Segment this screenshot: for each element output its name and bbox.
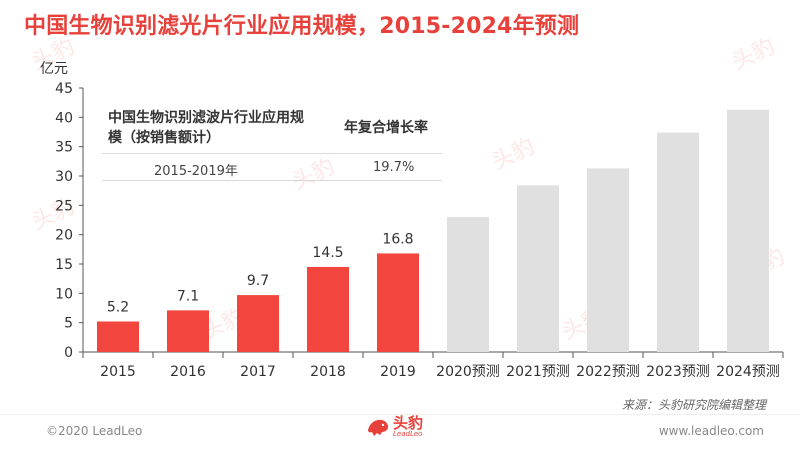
forecast-bar (587, 168, 629, 352)
actual-bar (307, 266, 349, 352)
y-tick-label: 10 (55, 286, 73, 302)
x-tick-label: 2017 (240, 364, 276, 380)
y-tick-label: 15 (55, 257, 73, 273)
actual-bar (377, 253, 419, 352)
actual-bar (237, 295, 279, 352)
x-tick-label: 2022预测 (576, 364, 640, 380)
leopard-icon (368, 419, 388, 436)
forecast-bar (727, 109, 769, 352)
bar-chart: 0 5 10 15 20 25 30 35 40 45 5.2 2015 7.1 2016 9.7 2017 1… (55, 81, 784, 380)
y-tick-label: 40 (55, 110, 73, 126)
data-label: 9.7 (247, 273, 269, 289)
forecast-bar (657, 132, 699, 352)
y-tick-label: 30 (55, 169, 73, 185)
cagr-col1-value: 2015-2019年 (154, 164, 238, 179)
x-tick-label: 2020预测 (436, 364, 500, 380)
watermark-icon: 头豹 (730, 34, 779, 70)
y-tick-label: 5 (64, 316, 73, 332)
x-tick-label: 2015 (100, 364, 136, 380)
cagr-col2-header: 年复合增长率 (344, 120, 428, 136)
copyright: ©2020 LeadLeo (46, 424, 143, 438)
data-label: 16.8 (382, 231, 413, 247)
cagr-col1-header: 中国生物识别滤波片行业应用规模（按销售额计） (108, 110, 304, 146)
logo-subtext: LeadLeo (393, 430, 423, 438)
x-tick-label: 2019 (380, 364, 416, 380)
source-note: 来源：头豹研究院编辑整理 (621, 398, 766, 412)
data-label: 14.5 (312, 245, 343, 261)
x-tick-label: 2023预测 (646, 364, 710, 380)
watermark-icon: 头豹 (490, 134, 539, 170)
watermark-icon: 头豹 (30, 34, 79, 70)
cagr-col2-value: 19.7% (373, 160, 415, 175)
y-tick-label: 45 (55, 81, 73, 97)
x-tick-label: 2016 (170, 364, 206, 380)
forecast-bar (447, 217, 489, 352)
y-tick-label: 35 (55, 140, 73, 156)
logo-text: 头豹 (393, 414, 424, 432)
actual-bar (167, 310, 209, 352)
logo: 头豹 LeadLeo (366, 416, 423, 438)
data-label: 7.1 (177, 288, 199, 304)
x-tick-label: 2021预测 (506, 364, 570, 380)
x-tick-label: 2018 (310, 364, 346, 380)
forecast-bar (517, 185, 559, 352)
actual-bar (97, 321, 139, 352)
footer-divider (0, 414, 800, 415)
data-label: 5.2 (107, 299, 129, 315)
cagr-divider (102, 153, 442, 154)
y-tick-label: 25 (55, 198, 73, 214)
y-tick-label: 0 (64, 345, 73, 361)
page-title: 中国生物识别滤光片行业应用规模，2015-2024年预测 (24, 14, 580, 39)
watermark-icon: 头豹 (30, 194, 79, 230)
y-axis-unit: 亿元 (40, 61, 68, 77)
watermark-icon: 头豹 (290, 154, 339, 190)
y-tick-label: 20 (55, 228, 73, 244)
website-link[interactable]: www.leadleo.com (658, 424, 764, 438)
x-tick-label: 2024预测 (716, 364, 780, 380)
cagr-divider (102, 180, 442, 181)
